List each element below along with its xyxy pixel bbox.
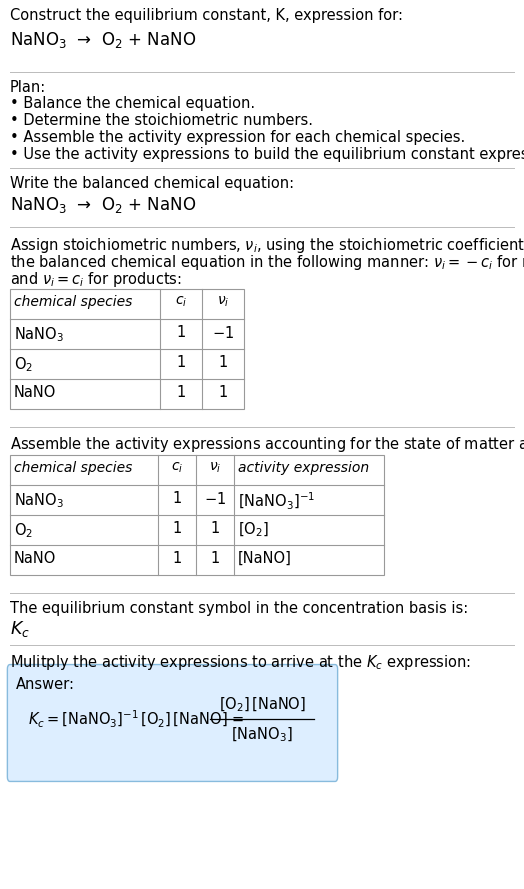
Text: $c_i$: $c_i$ <box>175 295 187 309</box>
Text: 1: 1 <box>172 491 182 506</box>
Text: [NaNO]: [NaNO] <box>238 551 292 566</box>
Text: and $\nu_i = c_i$ for products:: and $\nu_i = c_i$ for products: <box>10 270 182 289</box>
Text: NaNO: NaNO <box>14 385 57 400</box>
Text: $-1$: $-1$ <box>204 491 226 507</box>
Text: NaNO: NaNO <box>14 551 57 566</box>
Text: $c_i$: $c_i$ <box>171 461 183 476</box>
Bar <box>10 289 244 409</box>
Text: 1: 1 <box>172 521 182 536</box>
Text: • Assemble the activity expression for each chemical species.: • Assemble the activity expression for e… <box>10 130 465 145</box>
Text: 1: 1 <box>177 385 185 400</box>
Text: • Determine the stoichiometric numbers.: • Determine the stoichiometric numbers. <box>10 113 313 128</box>
Text: The equilibrium constant symbol in the concentration basis is:: The equilibrium constant symbol in the c… <box>10 601 468 616</box>
Text: 1: 1 <box>177 325 185 340</box>
Text: Assemble the activity expressions accounting for the state of matter and $\nu_i$: Assemble the activity expressions accoun… <box>10 435 524 454</box>
Text: Assign stoichiometric numbers, $\nu_i$, using the stoichiometric coefficients, $: Assign stoichiometric numbers, $\nu_i$, … <box>10 236 524 255</box>
Text: Construct the equilibrium constant, K, expression for:: Construct the equilibrium constant, K, e… <box>10 8 403 23</box>
Text: $K_c$: $K_c$ <box>10 619 30 639</box>
Text: activity expression: activity expression <box>238 461 369 475</box>
Text: $-1$: $-1$ <box>212 325 234 341</box>
Text: 1: 1 <box>219 355 227 370</box>
Text: $\mathrm{NaNO_3}$: $\mathrm{NaNO_3}$ <box>14 491 64 509</box>
Text: chemical species: chemical species <box>14 295 133 309</box>
Text: $\mathrm{[NaNO_3]^{-1}}$: $\mathrm{[NaNO_3]^{-1}}$ <box>238 491 315 512</box>
Text: $\mathrm{[O_2]}$: $\mathrm{[O_2]}$ <box>238 521 269 540</box>
Text: $\mathrm{[NaNO_3]}$: $\mathrm{[NaNO_3]}$ <box>231 725 293 744</box>
Text: Write the balanced chemical equation:: Write the balanced chemical equation: <box>10 176 294 191</box>
Text: $\nu_i$: $\nu_i$ <box>217 295 229 309</box>
Text: 1: 1 <box>172 551 182 566</box>
Text: Answer:: Answer: <box>16 677 75 692</box>
Text: $\mathrm{O_2}$: $\mathrm{O_2}$ <box>14 355 33 373</box>
Text: • Use the activity expressions to build the equilibrium constant expression.: • Use the activity expressions to build … <box>10 147 524 162</box>
Text: 1: 1 <box>177 355 185 370</box>
FancyBboxPatch shape <box>7 665 337 781</box>
Text: Mulitply the activity expressions to arrive at the $K_c$ expression:: Mulitply the activity expressions to arr… <box>10 653 471 672</box>
Text: $K_c = \mathrm{[NaNO_3]^{-1}\,[O_2]\,[NaNO]}$ =: $K_c = \mathrm{[NaNO_3]^{-1}\,[O_2]\,[Na… <box>28 709 246 730</box>
Text: • Balance the chemical equation.: • Balance the chemical equation. <box>10 96 255 111</box>
Text: 1: 1 <box>210 521 220 536</box>
Text: $\mathrm{[O_2]\,[NaNO]}$: $\mathrm{[O_2]\,[NaNO]}$ <box>219 696 305 714</box>
Text: chemical species: chemical species <box>14 461 133 475</box>
Text: 1: 1 <box>210 551 220 566</box>
Text: $\mathregular{NaNO_3}$  →  $\mathregular{O_2}$ + NaNO: $\mathregular{NaNO_3}$ → $\mathregular{O… <box>10 30 196 50</box>
Text: $\nu_i$: $\nu_i$ <box>209 461 221 476</box>
Text: $\mathrm{O_2}$: $\mathrm{O_2}$ <box>14 521 33 540</box>
Text: the balanced chemical equation in the following manner: $\nu_i = -c_i$ for react: the balanced chemical equation in the fo… <box>10 253 524 272</box>
Text: $\mathrm{NaNO_3}$: $\mathrm{NaNO_3}$ <box>14 325 64 344</box>
Text: 1: 1 <box>219 385 227 400</box>
Text: Plan:: Plan: <box>10 80 46 95</box>
Text: $\mathregular{NaNO_3}$  →  $\mathregular{O_2}$ + NaNO: $\mathregular{NaNO_3}$ → $\mathregular{O… <box>10 195 196 215</box>
Bar <box>10 455 384 575</box>
